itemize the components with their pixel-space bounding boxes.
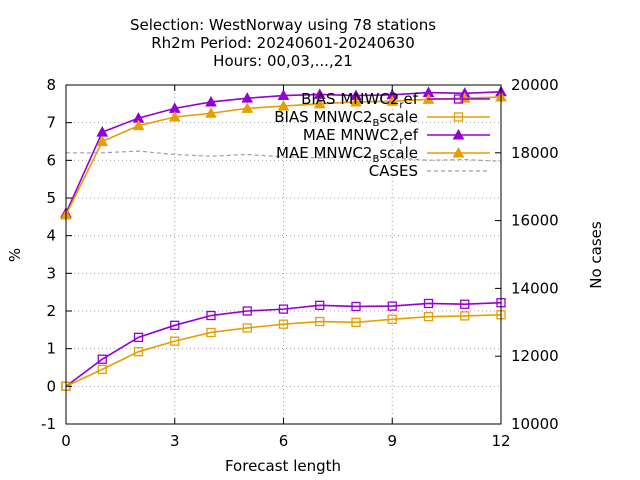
- y-tick-label: 8: [46, 76, 56, 94]
- data-point: [97, 364, 107, 375]
- y-tick-label: 0: [46, 377, 56, 395]
- data-point: [278, 319, 289, 329]
- data-point: [423, 298, 434, 309]
- data-point: [277, 100, 290, 111]
- legend-label: MAE MNWC2Bscale: [276, 144, 418, 165]
- data-point: [206, 310, 216, 321]
- data-point: [313, 97, 326, 109]
- legend-label: BIAS MNWC2Bscale: [274, 108, 418, 129]
- title-line-2: Rh2m Period: 20240601-20240630: [151, 34, 415, 52]
- data-point: [315, 316, 325, 327]
- data-point: [242, 306, 252, 316]
- data-point: [350, 95, 362, 107]
- data-point: [242, 323, 252, 333]
- data-point: [278, 304, 289, 314]
- x-tick-label: 9: [387, 432, 397, 450]
- data-point: [96, 135, 109, 146]
- data-point: [460, 311, 470, 321]
- data-point: [241, 102, 254, 113]
- series-0: [61, 298, 506, 391]
- legend-entry: CASES: [369, 162, 490, 180]
- data-point: [241, 92, 254, 103]
- data-point: [170, 320, 180, 330]
- legend-sample-marker: [453, 94, 464, 104]
- title-line-3: Hours: 00,03,...,21: [213, 52, 353, 70]
- data-point: [168, 110, 181, 122]
- legend-sample-marker: [452, 146, 465, 158]
- y2-axis-label: No cases: [587, 221, 605, 289]
- data-point: [133, 332, 144, 343]
- data-point: [133, 347, 144, 357]
- legend-label: BIAS MNWC2ref: [301, 90, 419, 111]
- y-tick-label: 6: [46, 151, 56, 169]
- series-4: [66, 150, 502, 162]
- data-point: [206, 327, 216, 338]
- y2-tick-label: 12000: [511, 347, 559, 365]
- x-axis-label: Forecast length: [225, 457, 341, 475]
- chart-title: Selection: WestNorway using 78 stations …: [130, 16, 436, 70]
- data-point: [423, 311, 434, 322]
- legend-sample-marker: [452, 128, 465, 140]
- data-point: [205, 95, 217, 107]
- y2-tick-label: 14000: [511, 279, 559, 297]
- y-tick-label: 7: [46, 114, 56, 132]
- y-axis-label: %: [6, 248, 24, 262]
- y-tick-label: 3: [46, 264, 56, 282]
- x-tick-label: 0: [61, 432, 71, 450]
- data-point: [97, 354, 107, 364]
- grid-lines: [66, 85, 501, 424]
- data-point: [387, 301, 397, 311]
- data-point: [460, 299, 470, 309]
- legend-entry: MAE MNWC2ref: [303, 126, 490, 147]
- data-point: [315, 300, 325, 311]
- axes: 0 3 6 9 12-101234567810000120001400016000180…: [41, 76, 559, 450]
- series-line: [65, 301, 502, 387]
- y2-tick-label: 18000: [511, 144, 559, 162]
- y-tick-label: 4: [46, 227, 56, 245]
- legend-label: CASES: [369, 162, 418, 180]
- y2-tick-label: 20000: [511, 76, 559, 94]
- legend-entry: BIAS MNWC2Bscale: [274, 108, 490, 129]
- data-point: [351, 317, 361, 327]
- data-point: [351, 301, 361, 312]
- y-tick-label: 2: [46, 302, 56, 320]
- data-point: [132, 119, 145, 131]
- x-tick-label: 12: [491, 432, 510, 450]
- title-line-1: Selection: WestNorway using 78 stations: [130, 16, 436, 34]
- data-point: [387, 314, 397, 324]
- legend-entry: BIAS MNWC2ref: [301, 90, 490, 111]
- x-tick-label: 6: [279, 432, 289, 450]
- y2-tick-label: 16000: [511, 212, 559, 230]
- y2-tick-label: 10000: [511, 415, 559, 433]
- y-tick-label: 1: [46, 340, 56, 358]
- data-point: [170, 336, 180, 346]
- series-line: [66, 150, 502, 162]
- y-tick-label: 5: [46, 189, 56, 207]
- data-series: [60, 85, 507, 391]
- x-tick-label: 3: [170, 432, 180, 450]
- legend-entry: MAE MNWC2Bscale: [276, 144, 490, 165]
- legend-sample-marker: [453, 112, 464, 122]
- series-1: [61, 310, 506, 391]
- data-point: [277, 89, 290, 101]
- data-point: [386, 95, 399, 106]
- legend-label: MAE MNWC2ref: [303, 126, 419, 147]
- y-tick-label: -1: [41, 415, 56, 433]
- data-point: [205, 107, 217, 118]
- series-line: [65, 313, 502, 388]
